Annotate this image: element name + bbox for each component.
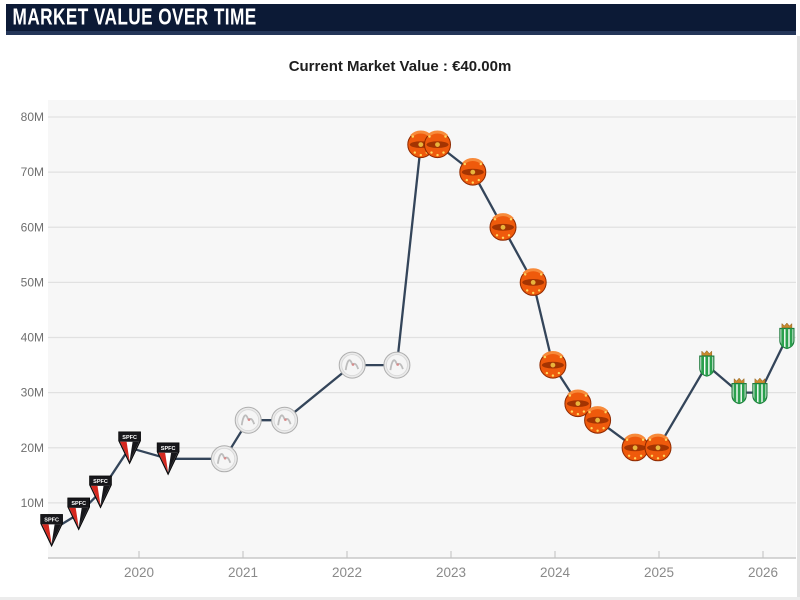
- data-point-real-betis-crest[interactable]: [752, 377, 768, 405]
- data-point-ajax-amsterdam-crest[interactable]: [383, 351, 411, 379]
- data-point-sao-paulo-fc-crest[interactable]: SPFC: [156, 442, 180, 476]
- svg-text:SPFC: SPFC: [161, 446, 176, 452]
- data-point-ajax-amsterdam-crest[interactable]: [271, 406, 299, 434]
- data-point-sao-paulo-fc-crest[interactable]: SPFC: [40, 514, 63, 548]
- x-axis-label: 2025: [644, 565, 674, 580]
- x-axis-label: 2022: [332, 565, 362, 580]
- data-point-ajax-amsterdam-crest[interactable]: [210, 445, 238, 473]
- svg-text:SPFC: SPFC: [122, 435, 137, 441]
- data-point-ajax-amsterdam-crest[interactable]: [338, 351, 366, 379]
- data-point-manchester-united-crest[interactable]: [621, 433, 649, 462]
- data-point-real-betis-crest[interactable]: [699, 350, 715, 378]
- y-axis-label: 30M: [21, 386, 44, 400]
- svg-text:SPFC: SPFC: [93, 479, 108, 485]
- svg-text:SPFC: SPFC: [44, 517, 59, 523]
- y-axis-label: 50M: [21, 275, 44, 289]
- y-axis-label: 40M: [21, 331, 44, 345]
- y-axis-label: 60M: [21, 220, 44, 234]
- window-edge-bottom: [0, 597, 800, 600]
- data-point-sao-paulo-fc-crest[interactable]: SPFC: [118, 431, 141, 465]
- data-point-manchester-united-crest[interactable]: [519, 268, 547, 296]
- data-point-manchester-united-crest[interactable]: [424, 130, 451, 159]
- plot-area: [48, 100, 796, 558]
- page-title: MARKET VALUE OVER TIME: [12, 4, 257, 30]
- data-point-sao-paulo-fc-crest[interactable]: SPFC: [89, 475, 112, 509]
- current-market-value-text: Current Market Value : €40.00m: [288, 58, 512, 75]
- x-axis-label: 2026: [748, 565, 778, 580]
- y-axis-label: 80M: [21, 110, 44, 124]
- svg-text:SPFC: SPFC: [71, 501, 86, 507]
- data-point-manchester-united-crest[interactable]: [459, 157, 487, 186]
- data-point-manchester-united-crest[interactable]: [584, 406, 612, 434]
- data-point-manchester-united-crest[interactable]: [489, 213, 517, 241]
- y-axis-label: 70M: [21, 165, 44, 179]
- data-point-real-betis-crest[interactable]: [731, 377, 747, 405]
- y-axis-label: 10M: [21, 496, 44, 510]
- y-axis-label: 20M: [21, 441, 44, 455]
- data-point-manchester-united-crest[interactable]: [644, 433, 672, 462]
- data-point-sao-paulo-fc-crest[interactable]: SPFC: [67, 497, 90, 531]
- x-axis-label: 2023: [436, 565, 466, 580]
- x-axis-label: 2021: [228, 565, 258, 580]
- data-point-ajax-amsterdam-crest[interactable]: [234, 406, 262, 434]
- x-axis-label: 2024: [540, 565, 571, 580]
- data-point-manchester-united-crest[interactable]: [564, 389, 592, 418]
- data-point-manchester-united-crest[interactable]: [539, 350, 567, 379]
- x-axis-label: 2020: [124, 565, 154, 580]
- window-edge-right: [797, 36, 800, 600]
- data-point-real-betis-crest[interactable]: [779, 322, 795, 350]
- header-bar: MARKET VALUE OVER TIME: [6, 4, 796, 35]
